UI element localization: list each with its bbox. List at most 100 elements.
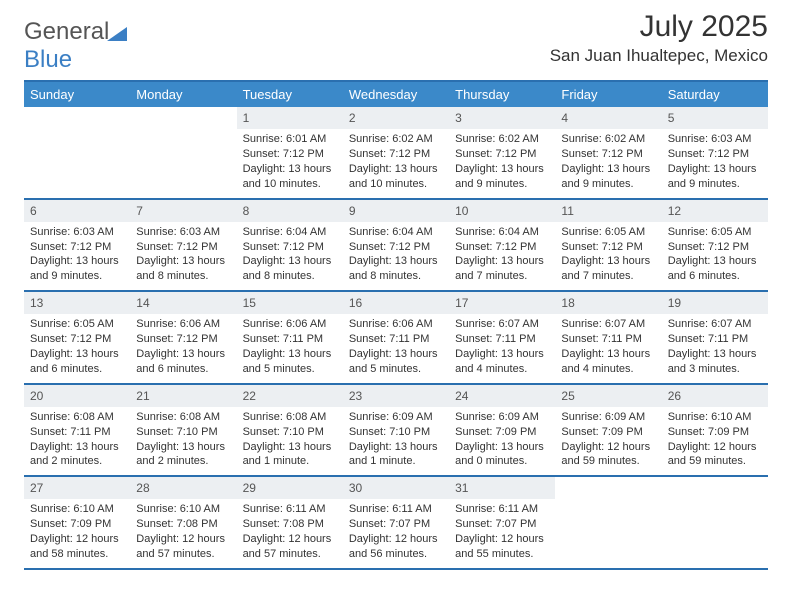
sunset-text: Sunset: 7:12 PM — [30, 332, 124, 347]
sunrise-text: Sunrise: 6:11 AM — [243, 502, 337, 517]
header: General Blue July 2025 San Juan Ihualtep… — [0, 0, 792, 80]
daylight-text: Daylight: 13 hours and 6 minutes. — [668, 254, 762, 284]
sunset-text: Sunset: 7:11 PM — [349, 332, 443, 347]
week-row: ..1Sunrise: 6:01 AMSunset: 7:12 PMDaylig… — [24, 107, 768, 200]
sunset-text: Sunset: 7:11 PM — [243, 332, 337, 347]
day-body: Sunrise: 6:06 AMSunset: 7:11 PMDaylight:… — [343, 314, 449, 382]
day-number: 17 — [449, 292, 555, 314]
logo-triangle-icon — [107, 25, 127, 41]
sunrise-text: Sunrise: 6:07 AM — [455, 317, 549, 332]
daylight-text: Daylight: 13 hours and 5 minutes. — [243, 347, 337, 377]
day-body: Sunrise: 6:09 AMSunset: 7:10 PMDaylight:… — [343, 407, 449, 475]
dayname: Thursday — [449, 82, 555, 107]
daylight-text: Daylight: 13 hours and 10 minutes. — [243, 162, 337, 192]
sunrise-text: Sunrise: 6:01 AM — [243, 132, 337, 147]
sunrise-text: Sunrise: 6:11 AM — [455, 502, 549, 517]
day-cell: 7Sunrise: 6:03 AMSunset: 7:12 PMDaylight… — [130, 200, 236, 291]
day-body: Sunrise: 6:09 AMSunset: 7:09 PMDaylight:… — [449, 407, 555, 475]
sunrise-text: Sunrise: 6:04 AM — [243, 225, 337, 240]
day-number: 16 — [343, 292, 449, 314]
sunrise-text: Sunrise: 6:10 AM — [30, 502, 124, 517]
title-block: July 2025 San Juan Ihualtepec, Mexico — [550, 10, 768, 66]
day-cell: 13Sunrise: 6:05 AMSunset: 7:12 PMDayligh… — [24, 292, 130, 383]
daylight-text: Daylight: 13 hours and 1 minute. — [243, 440, 337, 470]
daylight-text: Daylight: 13 hours and 1 minute. — [349, 440, 443, 470]
day-number: 11 — [555, 200, 661, 222]
day-number: 19 — [662, 292, 768, 314]
day-cell: 21Sunrise: 6:08 AMSunset: 7:10 PMDayligh… — [130, 385, 236, 476]
sunrise-text: Sunrise: 6:03 AM — [668, 132, 762, 147]
sunrise-text: Sunrise: 6:10 AM — [668, 410, 762, 425]
sunrise-text: Sunrise: 6:03 AM — [136, 225, 230, 240]
day-body: Sunrise: 6:05 AMSunset: 7:12 PMDaylight:… — [555, 222, 661, 290]
day-number: 25 — [555, 385, 661, 407]
sunrise-text: Sunrise: 6:05 AM — [30, 317, 124, 332]
day-cell: 8Sunrise: 6:04 AMSunset: 7:12 PMDaylight… — [237, 200, 343, 291]
daylight-text: Daylight: 12 hours and 58 minutes. — [30, 532, 124, 562]
daylight-text: Daylight: 12 hours and 55 minutes. — [455, 532, 549, 562]
week-row: 27Sunrise: 6:10 AMSunset: 7:09 PMDayligh… — [24, 477, 768, 570]
sunrise-text: Sunrise: 6:10 AM — [136, 502, 230, 517]
daylight-text: Daylight: 13 hours and 9 minutes. — [30, 254, 124, 284]
sunrise-text: Sunrise: 6:02 AM — [561, 132, 655, 147]
dayname: Friday — [555, 82, 661, 107]
sunrise-text: Sunrise: 6:07 AM — [561, 317, 655, 332]
day-cell: 17Sunrise: 6:07 AMSunset: 7:11 PMDayligh… — [449, 292, 555, 383]
dayname: Wednesday — [343, 82, 449, 107]
daylight-text: Daylight: 12 hours and 56 minutes. — [349, 532, 443, 562]
daylight-text: Daylight: 13 hours and 0 minutes. — [455, 440, 549, 470]
day-cell: 30Sunrise: 6:11 AMSunset: 7:07 PMDayligh… — [343, 477, 449, 568]
daylight-text: Daylight: 12 hours and 59 minutes. — [668, 440, 762, 470]
sunset-text: Sunset: 7:12 PM — [455, 147, 549, 162]
day-number: 6 — [24, 200, 130, 222]
day-body: Sunrise: 6:04 AMSunset: 7:12 PMDaylight:… — [343, 222, 449, 290]
day-body: Sunrise: 6:10 AMSunset: 7:09 PMDaylight:… — [24, 499, 130, 567]
day-body: Sunrise: 6:04 AMSunset: 7:12 PMDaylight:… — [237, 222, 343, 290]
day-number: 7 — [130, 200, 236, 222]
day-body: Sunrise: 6:02 AMSunset: 7:12 PMDaylight:… — [555, 129, 661, 197]
dayname: Monday — [130, 82, 236, 107]
sunset-text: Sunset: 7:09 PM — [30, 517, 124, 532]
day-cell: 24Sunrise: 6:09 AMSunset: 7:09 PMDayligh… — [449, 385, 555, 476]
sunrise-text: Sunrise: 6:08 AM — [30, 410, 124, 425]
day-cell: 20Sunrise: 6:08 AMSunset: 7:11 PMDayligh… — [24, 385, 130, 476]
sunset-text: Sunset: 7:12 PM — [243, 147, 337, 162]
sunrise-text: Sunrise: 6:06 AM — [349, 317, 443, 332]
day-number: 1 — [237, 107, 343, 129]
day-cell: 31Sunrise: 6:11 AMSunset: 7:07 PMDayligh… — [449, 477, 555, 568]
day-number: 22 — [237, 385, 343, 407]
sunrise-text: Sunrise: 6:09 AM — [561, 410, 655, 425]
day-cell: 16Sunrise: 6:06 AMSunset: 7:11 PMDayligh… — [343, 292, 449, 383]
daylight-text: Daylight: 13 hours and 8 minutes. — [136, 254, 230, 284]
day-number: 18 — [555, 292, 661, 314]
sunset-text: Sunset: 7:12 PM — [668, 240, 762, 255]
day-cell: 18Sunrise: 6:07 AMSunset: 7:11 PMDayligh… — [555, 292, 661, 383]
day-body: Sunrise: 6:05 AMSunset: 7:12 PMDaylight:… — [24, 314, 130, 382]
day-number: 20 — [24, 385, 130, 407]
day-cell: 6Sunrise: 6:03 AMSunset: 7:12 PMDaylight… — [24, 200, 130, 291]
sunset-text: Sunset: 7:12 PM — [349, 147, 443, 162]
day-number: 23 — [343, 385, 449, 407]
daylight-text: Daylight: 13 hours and 2 minutes. — [136, 440, 230, 470]
brand-blue: Blue — [24, 46, 72, 73]
day-cell: 26Sunrise: 6:10 AMSunset: 7:09 PMDayligh… — [662, 385, 768, 476]
day-number: 2 — [343, 107, 449, 129]
sunset-text: Sunset: 7:10 PM — [136, 425, 230, 440]
sunrise-text: Sunrise: 6:04 AM — [455, 225, 549, 240]
sunrise-text: Sunrise: 6:06 AM — [243, 317, 337, 332]
sunset-text: Sunset: 7:11 PM — [668, 332, 762, 347]
day-body: Sunrise: 6:05 AMSunset: 7:12 PMDaylight:… — [662, 222, 768, 290]
day-body: Sunrise: 6:07 AMSunset: 7:11 PMDaylight:… — [449, 314, 555, 382]
daylight-text: Daylight: 13 hours and 2 minutes. — [30, 440, 124, 470]
day-body: Sunrise: 6:11 AMSunset: 7:07 PMDaylight:… — [343, 499, 449, 567]
sunset-text: Sunset: 7:12 PM — [243, 240, 337, 255]
sunset-text: Sunset: 7:12 PM — [455, 240, 549, 255]
sunset-text: Sunset: 7:09 PM — [455, 425, 549, 440]
day-body: Sunrise: 6:10 AMSunset: 7:08 PMDaylight:… — [130, 499, 236, 567]
day-cell: 5Sunrise: 6:03 AMSunset: 7:12 PMDaylight… — [662, 107, 768, 198]
daylight-text: Daylight: 13 hours and 5 minutes. — [349, 347, 443, 377]
day-number: 15 — [237, 292, 343, 314]
week-row: 13Sunrise: 6:05 AMSunset: 7:12 PMDayligh… — [24, 292, 768, 385]
sunset-text: Sunset: 7:07 PM — [349, 517, 443, 532]
day-cell: . — [555, 477, 661, 568]
